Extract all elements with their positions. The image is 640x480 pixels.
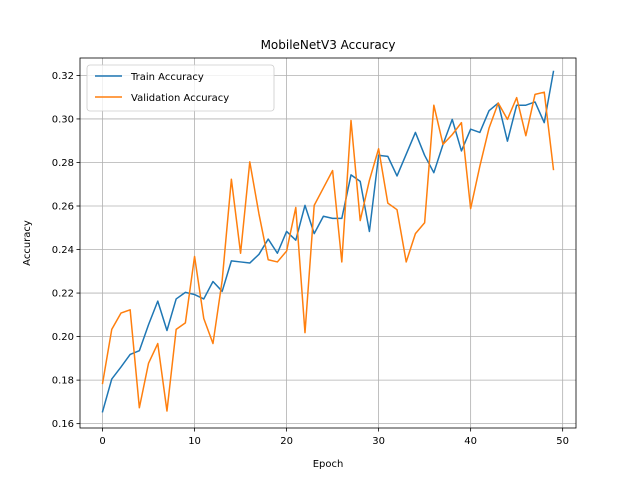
- x-tick-label: 20: [280, 436, 293, 447]
- legend-box: [86, 64, 275, 112]
- x-axis-label: Epoch: [313, 459, 344, 470]
- y-tick-label: 0.18: [52, 376, 74, 387]
- y-tick-label: 0.30: [52, 114, 74, 125]
- legend-label-validation: Validation Accuracy: [131, 93, 229, 104]
- y-tick-label: 0.28: [52, 158, 74, 169]
- x-tick-label: 0: [99, 436, 105, 447]
- y-tick-label: 0.22: [52, 289, 74, 300]
- y-tick-label: 0.24: [52, 245, 74, 256]
- y-tick-label: 0.32: [52, 71, 74, 82]
- y-tick-label: 0.20: [52, 332, 74, 343]
- y-tick-label: 0.26: [52, 202, 74, 213]
- x-tick-label: 50: [556, 436, 569, 447]
- x-tick-label: 30: [372, 436, 385, 447]
- series-line-validation-accuracy: [101, 91, 555, 412]
- series-lines: [101, 70, 555, 413]
- x-tick-label: 40: [464, 436, 477, 447]
- axis-ticks: 0 10 20 30 40 50 0.16 0.18 0.20 0.22 0.24 0.26 0.28 0…: [52, 71, 569, 447]
- y-axis-label: Accuracy: [22, 220, 33, 266]
- legend-label-train: Train Accuracy: [130, 72, 204, 83]
- y-tick-label: 0.16: [52, 419, 74, 430]
- series-line-train-accuracy: [101, 70, 555, 413]
- legend: Train Accuracy Validation Accuracy: [86, 64, 275, 112]
- x-tick-label: 10: [188, 436, 201, 447]
- chart-title: MobileNetV3 Accuracy: [261, 38, 396, 52]
- plot-frame: [79, 57, 577, 429]
